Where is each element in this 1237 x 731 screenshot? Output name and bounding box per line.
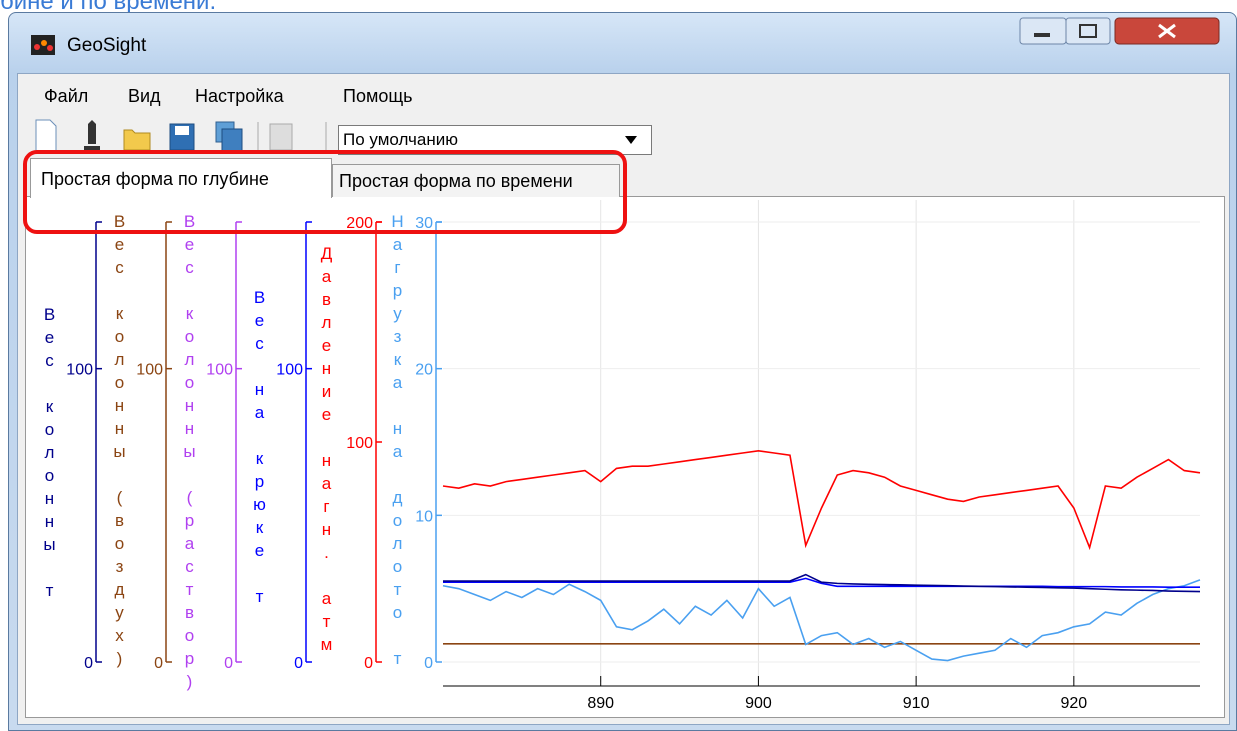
y-tick-label: 100 xyxy=(206,362,233,379)
window-title: GeoSight xyxy=(67,35,147,56)
app-icon xyxy=(31,35,55,55)
y-tick-label: 0 xyxy=(424,655,433,672)
x-tick-label: 910 xyxy=(903,695,930,712)
menu-item[interactable]: Файл xyxy=(44,86,89,106)
axis-title: Вес колонны (раствор) xyxy=(180,212,199,695)
axis-title: Нагрузка на долото т xyxy=(388,212,407,672)
y-tick-label: 200 xyxy=(346,215,373,232)
y-tick-label: 100 xyxy=(136,362,163,379)
toolbar xyxy=(35,119,327,153)
y-tick-label: 100 xyxy=(276,362,303,379)
caption: бине и по времени. xyxy=(0,0,217,15)
series-line xyxy=(442,579,1201,662)
y-tick-label: 30 xyxy=(415,215,433,232)
axis-title: Вес колонны т xyxy=(40,305,59,604)
axis-title: Вес на крюке т xyxy=(250,288,269,610)
y-tick-label: 100 xyxy=(346,435,373,452)
menu-item[interactable]: Помощь xyxy=(343,86,413,106)
y-tick-label: 0 xyxy=(84,655,93,672)
y-tick-label: 0 xyxy=(364,655,373,672)
window-controls[interactable] xyxy=(1019,17,1229,51)
x-tick-label: 890 xyxy=(587,695,614,712)
axis-title: Вес колонны (воздух) xyxy=(110,212,129,672)
series-line xyxy=(442,449,1201,551)
dropdown-value: По умолчанию xyxy=(343,130,458,149)
y-tick-label: 0 xyxy=(154,655,163,672)
chart-panel xyxy=(25,196,1225,718)
menu-item[interactable]: Вид xyxy=(128,86,161,106)
x-tick-label: 920 xyxy=(1060,695,1087,712)
axis-title: Давление нагн. атм xyxy=(317,244,336,658)
dropdown-arrow xyxy=(625,136,637,144)
x-tick-label: 900 xyxy=(745,695,772,712)
y-tick-label: 0 xyxy=(224,655,233,672)
y-tick-label: 20 xyxy=(415,362,433,379)
y-tick-label: 0 xyxy=(294,655,303,672)
menu-item[interactable]: Настройка xyxy=(195,86,284,106)
y-tick-label: 100 xyxy=(66,362,93,379)
y-tick-label: 10 xyxy=(415,508,433,525)
series-line xyxy=(443,577,1200,589)
series-line xyxy=(443,573,1201,593)
